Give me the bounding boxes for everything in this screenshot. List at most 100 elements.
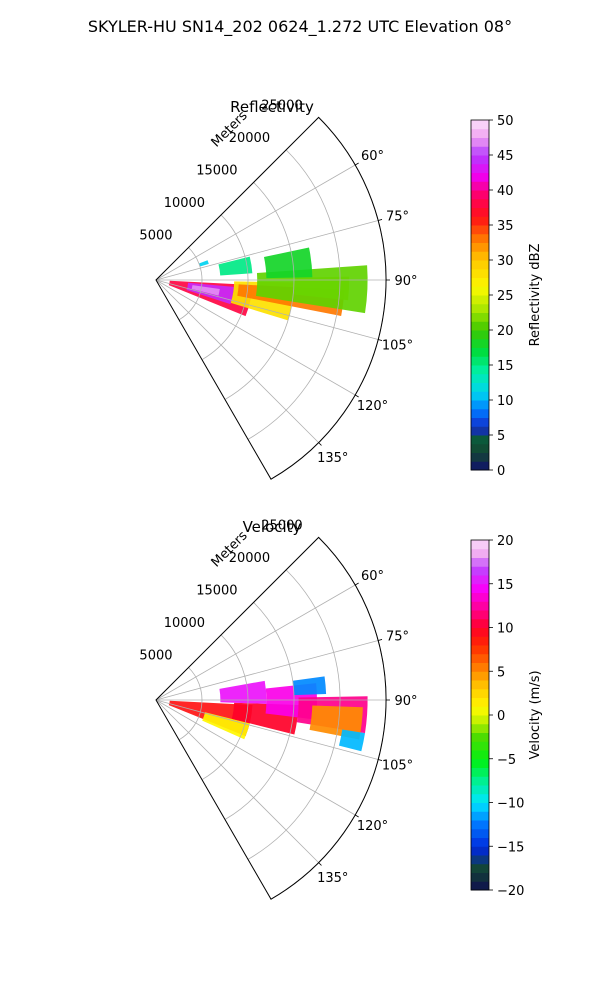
colorbar-segment <box>471 872 489 882</box>
colorbar-tick-label: 15 <box>497 359 514 374</box>
azimuth-tick <box>378 639 383 641</box>
azimuth-gridline <box>155 220 379 281</box>
echo-region <box>202 712 250 740</box>
azimuth-tick-label: 135° <box>317 451 348 466</box>
colorbar-segment <box>471 198 489 208</box>
velocity-panel: Velocity 60° 75° 90° 105° 120° 135° 5000 10000 15… <box>139 518 543 900</box>
colorbar-segment <box>471 295 489 305</box>
colorbar-segment <box>471 277 489 287</box>
azimuth-tick <box>354 582 359 586</box>
range-tick-label: 25000 <box>261 518 302 533</box>
colorbar-segment <box>471 793 489 803</box>
colorbar-segment <box>471 601 489 611</box>
azimuth-gridline <box>155 164 356 281</box>
range-gridline <box>201 214 249 361</box>
range-tick-label: 10000 <box>164 616 205 631</box>
range-tick-label: 20000 <box>229 551 270 566</box>
panel-title: Reflectivity <box>230 98 314 116</box>
colorbar-label: Reflectivity dBZ <box>528 244 543 347</box>
range-tick-label: 5000 <box>139 648 172 663</box>
colorbar-tick-label: 20 <box>497 324 514 339</box>
colorbar-segment <box>471 863 489 873</box>
colorbar-tick-label: −5 <box>497 753 516 768</box>
colorbar-segment <box>471 627 489 637</box>
echo-layer <box>168 247 368 321</box>
colorbar-segment <box>471 163 489 173</box>
colorbar-segment <box>471 382 489 392</box>
echo-region <box>198 260 209 267</box>
sector-frame <box>155 536 387 900</box>
azimuth-tick <box>354 394 359 398</box>
azimuth-tick-label: 120° <box>357 399 388 414</box>
colorbar-segment <box>471 636 489 646</box>
range-tick-label: 20000 <box>229 131 270 146</box>
colorbar-segment <box>471 828 489 838</box>
colorbar-segment <box>471 373 489 383</box>
range-tick-label: 25000 <box>261 98 302 113</box>
colorbar-tick-label: 15 <box>497 578 514 593</box>
range-gridline <box>201 634 249 781</box>
azimuth-tick-label: 60° <box>361 569 384 584</box>
azimuth-tick-label: 135° <box>317 871 348 886</box>
colorbar-segment <box>471 592 489 602</box>
colorbar-segment <box>471 120 489 130</box>
echo-region <box>338 729 365 752</box>
azimuth-gridline <box>155 279 379 340</box>
azimuth-gridline <box>155 699 379 760</box>
colorbar-segment <box>471 548 489 558</box>
panel-title: Velocity <box>243 518 302 536</box>
colorbar-segment <box>471 610 489 620</box>
colorbar-segment <box>471 303 489 313</box>
colorbar-tick-label: 20 <box>497 534 514 549</box>
colorbar-segment <box>471 697 489 707</box>
echo-region <box>219 680 267 704</box>
colorbar-segment <box>471 286 489 296</box>
echo-region <box>263 247 313 279</box>
colorbar-segment <box>471 452 489 462</box>
colorbar-segment <box>471 216 489 226</box>
colorbar-tick-label: 40 <box>497 184 514 199</box>
colorbar-segment <box>471 426 489 436</box>
colorbar-segment <box>471 356 489 366</box>
colorbar-segment <box>471 776 489 786</box>
colorbar-segment <box>471 758 489 768</box>
colorbar-tick-label: −20 <box>497 884 524 899</box>
colorbar-segment <box>471 233 489 243</box>
range-gridline <box>247 569 341 860</box>
range-tick-label: 5000 <box>139 228 172 243</box>
colorbar-tick-label: 50 <box>497 114 514 129</box>
colorbar-segment <box>471 618 489 628</box>
colorbar-segment <box>471 811 489 821</box>
colorbar-segment <box>471 723 489 733</box>
colorbar-segment <box>471 750 489 760</box>
echo-region <box>191 285 220 296</box>
colorbar-segment <box>471 557 489 567</box>
range-tick-label: 10000 <box>164 196 205 211</box>
colorbar-segment <box>471 846 489 856</box>
colorbar-segment <box>471 688 489 698</box>
colorbar-segment <box>471 312 489 322</box>
azimuth-gridline <box>155 279 356 396</box>
colorbar-segment <box>471 653 489 663</box>
colorbar-segment <box>471 785 489 795</box>
colorbar-segment <box>471 741 489 751</box>
colorbar-tick-label: 30 <box>497 254 514 269</box>
azimuth-gridline <box>155 584 356 701</box>
azimuth-tick-label: 120° <box>357 819 388 834</box>
colorbar-tick-label: 10 <box>497 394 514 409</box>
colorbar-segment <box>471 408 489 418</box>
colorbar-segment <box>471 881 489 891</box>
azimuth-tick-label: 60° <box>361 149 384 164</box>
colorbar-segment <box>471 767 489 777</box>
colorbar-segment <box>471 242 489 252</box>
azimuth-tick <box>354 814 359 818</box>
colorbar-segment <box>471 855 489 865</box>
colorbar-segment <box>471 566 489 576</box>
range-gridline <box>178 247 203 321</box>
range-gridline <box>224 602 295 820</box>
colorbar-segment <box>471 338 489 348</box>
polar-grid <box>155 117 387 480</box>
colorbar-segment <box>471 435 489 445</box>
colorbar-label: Velocity (m/s) <box>528 670 543 759</box>
